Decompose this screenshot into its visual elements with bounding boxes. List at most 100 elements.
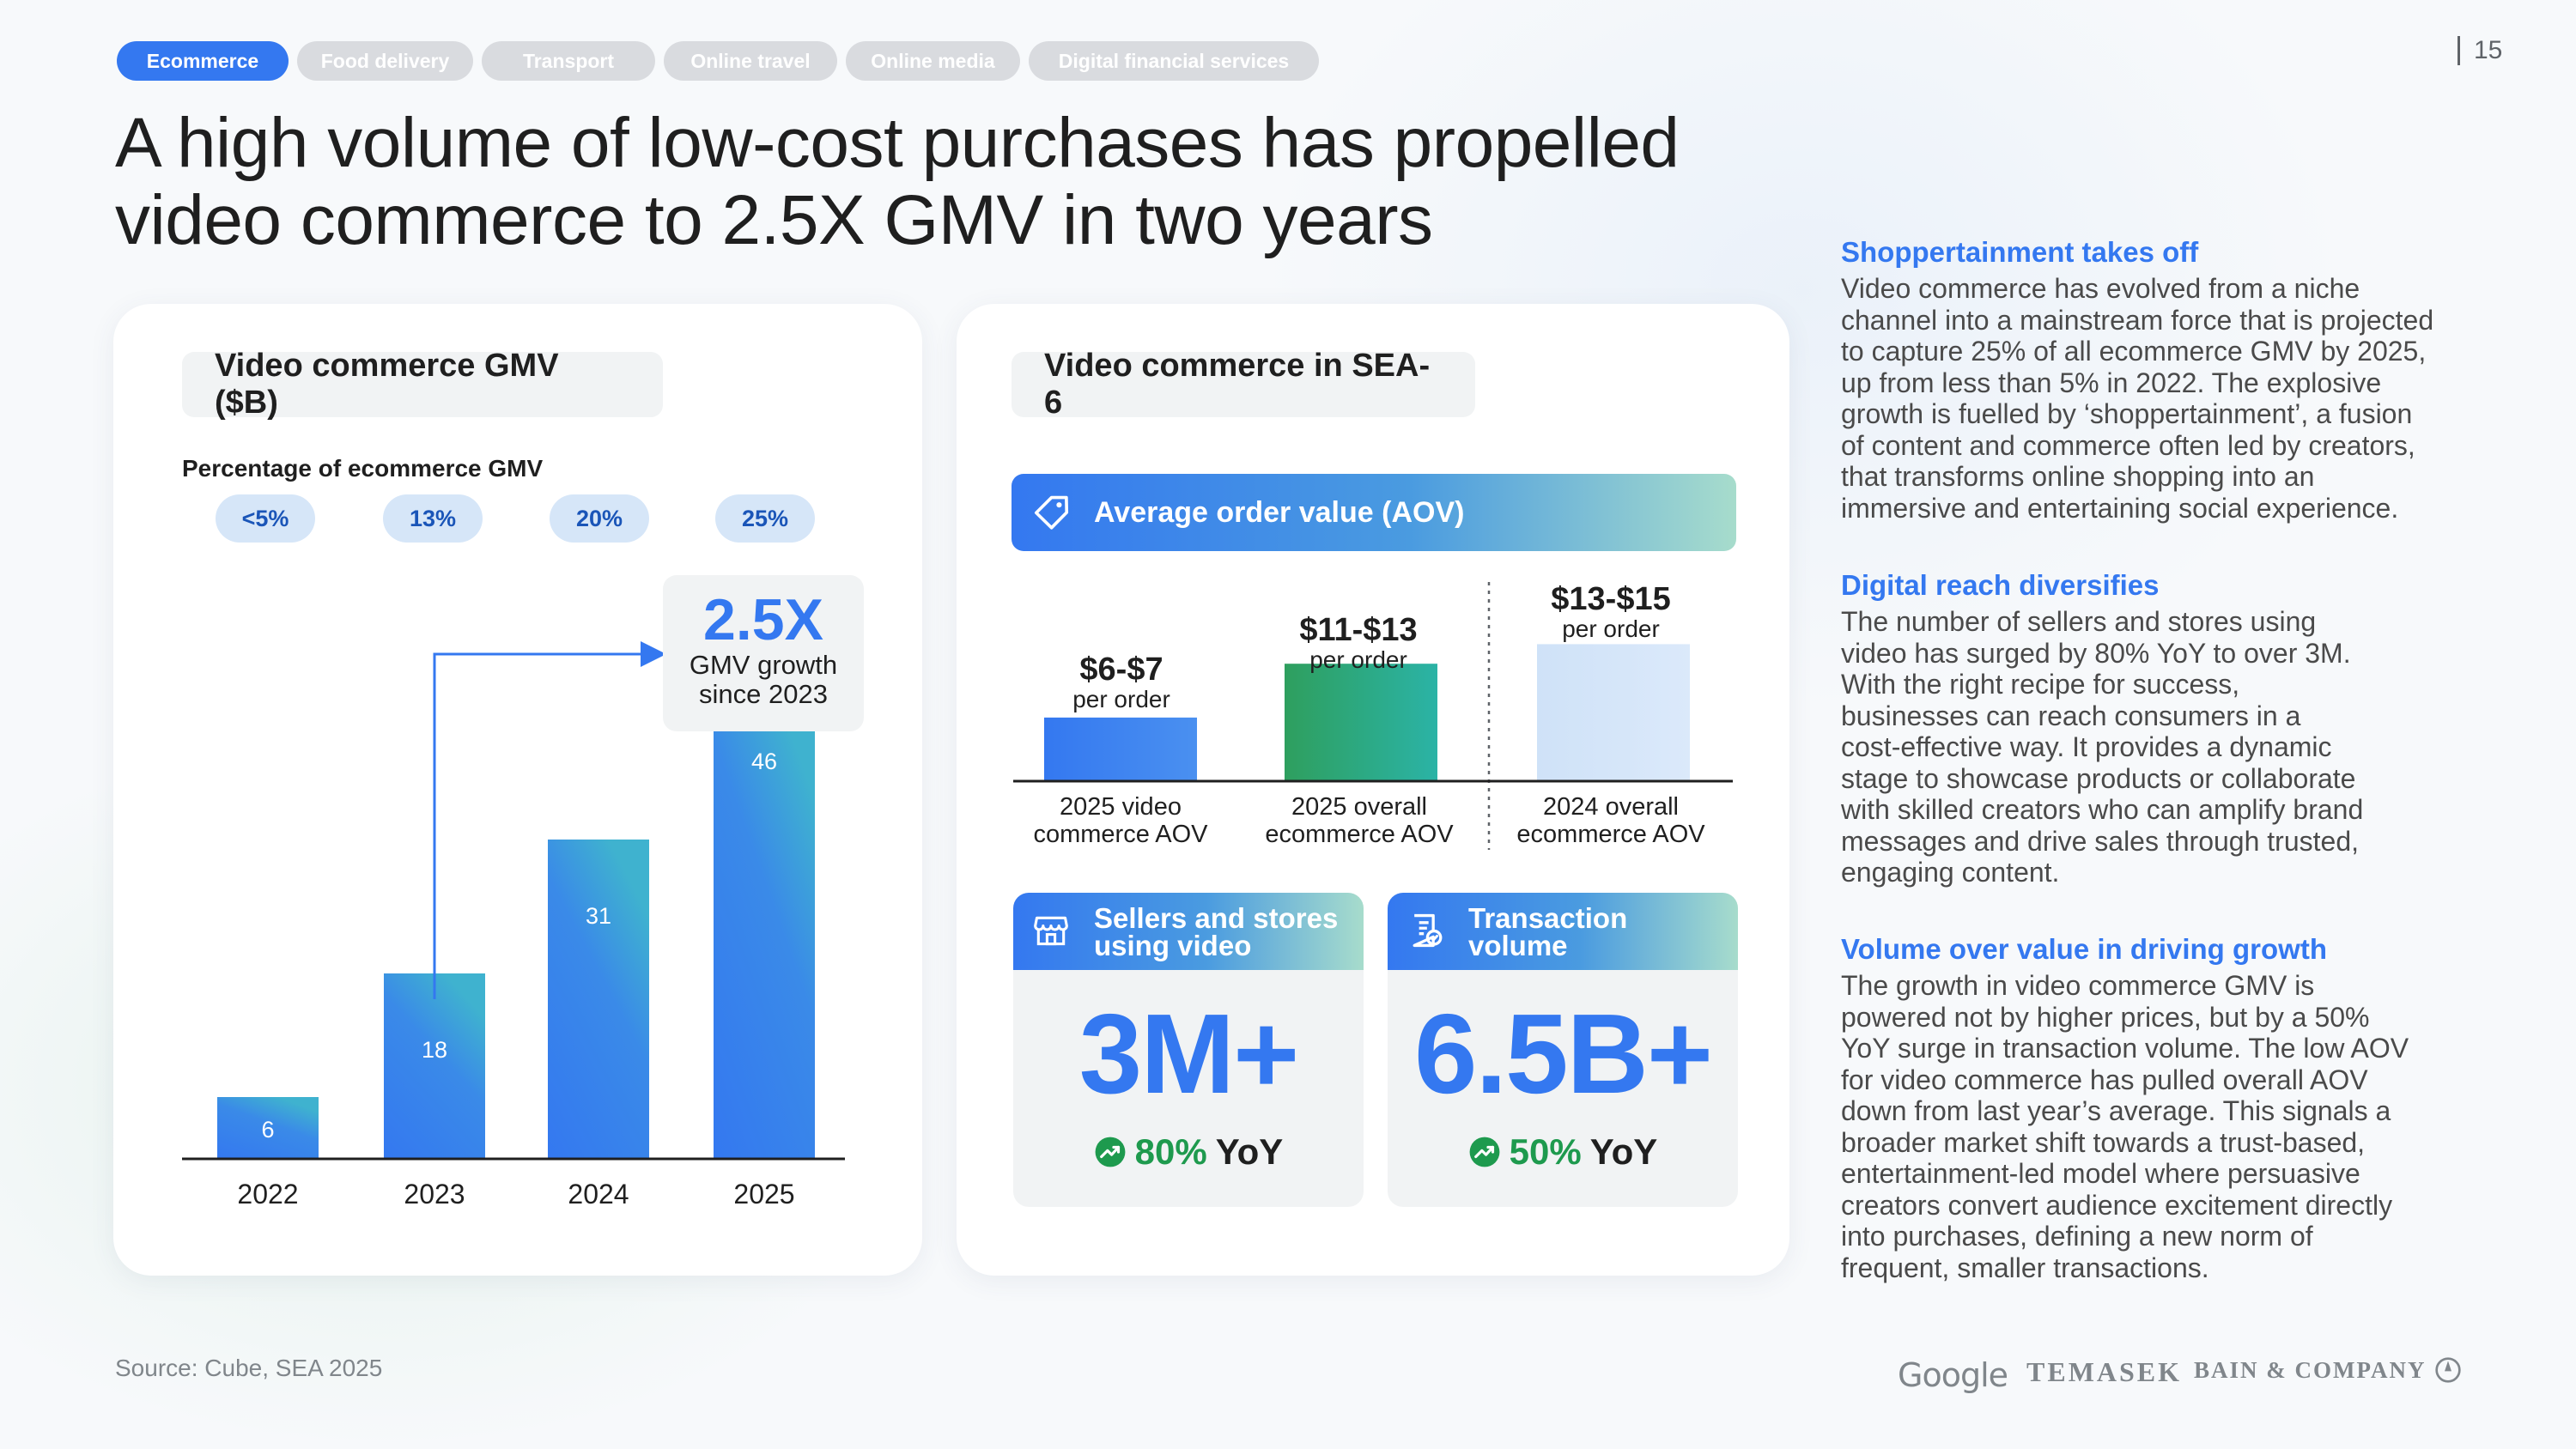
- transactions-value: 6.5B+: [1414, 991, 1713, 1117]
- sellers-title-1: Sellers and stores: [1094, 902, 1339, 934]
- page-number-text: 15: [2474, 36, 2503, 64]
- side-heading-shoppertainment: Shoppertainment takes off: [1841, 236, 2199, 268]
- growth-sub-2: since 2023: [699, 679, 828, 709]
- aov-caption-overall-2025-2: ecommerce AOV: [1265, 821, 1454, 848]
- side-body-shoppertainment: Video commerce has evolved from a niche …: [1841, 273, 2494, 524]
- gmv-bar-chart: 6 2022 18 2023 31 2024 46 2025: [182, 641, 845, 1210]
- side-section-shoppertainment: Shoppertainment takes off Video commerce…: [1841, 235, 2494, 524]
- aov-caption-overall-2025: 2025 overall ecommerce AOV: [1239, 793, 1479, 848]
- aov-caption-video-1: 2025 video: [1060, 793, 1182, 821]
- side-body-digital-reach: The number of sellers and stores using v…: [1841, 606, 2494, 888]
- side-line: With the right recipe for success,: [1841, 669, 2240, 700]
- price-tag-icon: [1034, 495, 1069, 530]
- side-line: stage to showcase products or collaborat…: [1841, 762, 2356, 794]
- side-line: growth is fuelled by ‘shoppertainment’, …: [1841, 398, 2413, 429]
- side-line: engaging content.: [1841, 857, 2060, 888]
- aov-caption-overall-2024-1: 2024 overall: [1543, 793, 1679, 821]
- pct-pill-2024: 20%: [550, 494, 649, 543]
- side-line: frequent, smaller transactions.: [1841, 1252, 2209, 1283]
- side-heading-digital-reach: Digital reach diversifies: [1841, 569, 2160, 601]
- tab-online-travel[interactable]: Online travel: [664, 41, 837, 81]
- trend-up-icon: [1469, 1137, 1500, 1167]
- bar-value-label-2024: 31: [586, 903, 611, 929]
- aov-value-overall-2025: $11-$13 per order: [1255, 613, 1461, 673]
- growth-sub-1: GMV growth: [689, 650, 838, 680]
- x-tick-label-2023: 2023: [404, 1179, 465, 1210]
- bain-logo: BAIN & COMPANY: [2194, 1356, 2462, 1384]
- pct-pill-2025: 25%: [715, 494, 815, 543]
- transactions-yoy-word: YoY: [1589, 1131, 1658, 1172]
- growth-arrow: [433, 641, 666, 999]
- side-line: into purchases, defining a new norm of: [1841, 1221, 2313, 1252]
- page-title: A high volume of low-cost purchases has …: [115, 105, 1832, 259]
- x-tick-label-2025: 2025: [733, 1179, 794, 1210]
- transactions-stat-header: Transaction volume: [1388, 893, 1738, 970]
- aov-caption-video-2: commerce AOV: [1033, 821, 1208, 848]
- tab-online-media[interactable]: Online media: [846, 41, 1020, 81]
- transactions-yoy-pct: 50%: [1509, 1131, 1582, 1172]
- side-line: businesses can reach consumers in a: [1841, 700, 2301, 731]
- side-line: The growth in video commerce GMV is: [1841, 970, 2315, 1001]
- gmv-card-heading: Video commerce GMV ($B): [182, 348, 663, 421]
- receipt-check-icon: [1413, 913, 1443, 948]
- side-line: video has surged by 80% YoY to over 3M.: [1841, 637, 2351, 669]
- bar-value-label-2022: 6: [261, 1117, 274, 1143]
- sellers-stat-header: Sellers and stores using video: [1013, 893, 1364, 970]
- aov-bar-chart: [1013, 582, 1733, 850]
- aov-value-video: $6-$7 per order: [1018, 652, 1224, 712]
- side-line: messages and drive sales through trusted…: [1841, 825, 2359, 857]
- side-line: up from less than 5% in 2022. The explos…: [1841, 367, 2382, 398]
- sellers-yoy-pct: 80%: [1134, 1131, 1207, 1172]
- growth-callout: 2.5X GMV growth since 2023: [663, 575, 864, 731]
- aov-value-overall-2025-per: per order: [1309, 646, 1407, 673]
- aov-value-overall-2024: $13-$15 per order: [1508, 582, 1714, 642]
- pct-pill-2022: <5%: [216, 494, 315, 543]
- tab-food-delivery[interactable]: Food delivery: [297, 41, 473, 81]
- google-logo: Google: [1898, 1356, 2008, 1394]
- page-number: 15: [2458, 36, 2502, 65]
- bar-2023: [384, 973, 485, 1159]
- side-line: for video commerce has pulled overall AO…: [1841, 1064, 2368, 1095]
- aov-bar-video: [1044, 717, 1197, 781]
- side-line: down from last year’s average. This sign…: [1841, 1095, 2391, 1126]
- tab-ecommerce[interactable]: Ecommerce: [117, 41, 289, 81]
- aov-value-overall-2024-amount: $13-$15: [1551, 581, 1671, 617]
- x-tick-label-2024: 2024: [568, 1179, 629, 1210]
- side-line: with skilled creators who can amplify br…: [1841, 794, 2364, 825]
- tab-transport[interactable]: Transport: [482, 41, 655, 81]
- bar-value-label-2023: 18: [422, 1037, 447, 1063]
- pct-ecommerce-label: Percentage of ecommerce GMV: [182, 455, 544, 482]
- storefront-icon: [1034, 916, 1068, 946]
- growth-value: 2.5X: [703, 587, 823, 652]
- bar-value-label-2025: 46: [751, 749, 777, 774]
- x-tick-label-2022: 2022: [237, 1179, 298, 1210]
- sea-card-heading: Video commerce in SEA-6: [1012, 348, 1475, 421]
- aov-value-video-per: per order: [1072, 686, 1170, 712]
- aov-value-video-amount: $6-$7: [1079, 652, 1163, 688]
- tab-digital-financial-services[interactable]: Digital financial services: [1029, 41, 1319, 81]
- side-line: that transforms online shopping into an: [1841, 461, 2315, 492]
- aov-caption-overall-2024: 2024 overall ecommerce AOV: [1491, 793, 1731, 848]
- side-line: of content and commerce often led by cre…: [1841, 429, 2415, 461]
- temasek-logo: TEMASEK: [2026, 1356, 2183, 1387]
- aov-band: Average order value (AOV): [1012, 474, 1736, 551]
- aov-bar-overall-2025: [1285, 664, 1437, 781]
- side-line: channel into a mainstream force that is …: [1841, 304, 2434, 336]
- aov-bar-overall-2024: [1537, 644, 1690, 781]
- bar-2025: [714, 685, 815, 1159]
- transactions-title-1: Transaction: [1468, 902, 1628, 934]
- side-line: creators convert audience excitement dir…: [1841, 1189, 2393, 1221]
- side-line: Video commerce has evolved from a niche: [1841, 273, 2360, 304]
- pct-pill-2023: 13%: [383, 494, 483, 543]
- side-line: entertainment-led model where persuasive: [1841, 1158, 2360, 1189]
- aov-caption-video: 2025 video commerce AOV: [1000, 793, 1241, 848]
- side-line: to capture 25% of all ecommerce GMV by 2…: [1841, 336, 2427, 367]
- sellers-yoy-word: YoY: [1215, 1131, 1284, 1172]
- page-number-divider: [2458, 36, 2460, 65]
- aov-value-overall-2024-per: per order: [1562, 615, 1660, 642]
- title-line-2: video commerce to 2.5X GMV in two years: [115, 181, 1433, 259]
- sellers-yoy: 80% YoY: [1013, 1131, 1364, 1173]
- trend-up-icon: [1095, 1137, 1126, 1167]
- bain-logo-text: BAIN & COMPANY: [2194, 1356, 2427, 1383]
- sellers-stat-card: Sellers and stores using video 3M+ 80% Y…: [1013, 893, 1364, 1207]
